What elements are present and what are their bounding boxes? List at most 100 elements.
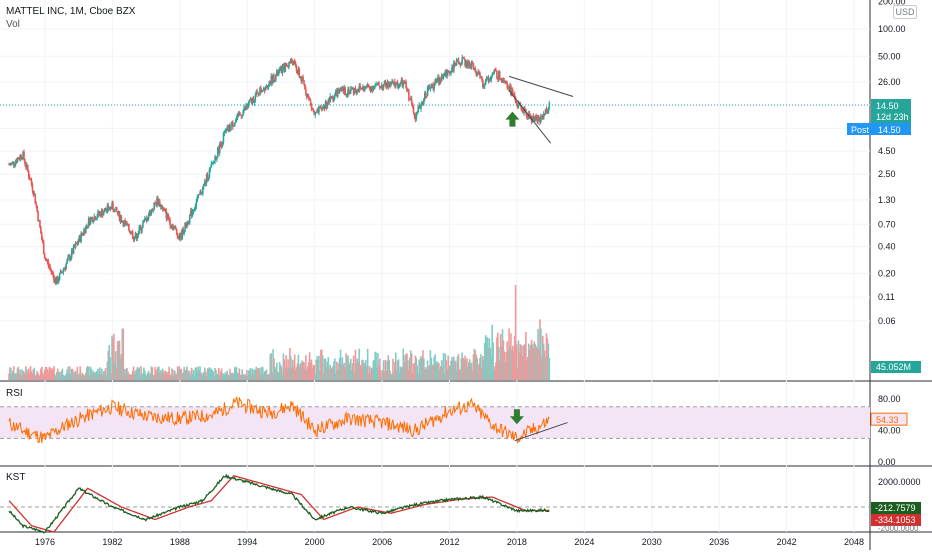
volume-bar [394,362,396,380]
candle [151,209,154,210]
volume-bar [244,374,246,380]
volume-bar [239,374,242,380]
candle [140,226,142,231]
candle [392,81,394,84]
kst-value-label: -212.7579 [875,503,916,513]
volume-bar [540,328,542,380]
currency-badge[interactable]: USD [893,5,917,19]
volume-bar [156,369,158,380]
rsi-label: RSI [6,388,23,399]
candle [348,89,350,94]
candle [328,99,331,102]
candle [187,222,189,225]
volume-bar [173,370,176,380]
volume-bar [322,373,325,380]
candle [99,212,101,215]
volume-bar [511,349,513,380]
volume-bar [430,358,433,380]
volume-bar [404,355,406,380]
volume-bar [261,366,263,380]
candle [386,81,389,89]
candle [367,84,370,87]
candle [482,80,484,88]
volume-bar [247,375,249,380]
candle [174,226,177,230]
candle [470,61,473,68]
volume-bar [93,372,96,380]
volume-bar [107,350,110,380]
candle [337,90,340,94]
candle [329,96,332,102]
volume-bar [456,356,459,380]
volume-bar [481,368,483,380]
volume-bar [104,368,107,380]
volume-bar [482,356,484,380]
candle [323,106,326,109]
volume-bar [167,371,170,380]
volume-bar [362,359,364,380]
volume-bar [347,355,349,380]
candle [448,71,450,74]
candle [62,269,65,273]
volume-bar [191,373,194,380]
candle [144,217,147,219]
candle [85,225,88,227]
candle [325,102,328,108]
volume-bar [426,360,429,380]
volume-bar [520,345,523,380]
candle [279,66,282,69]
volume-bar [364,360,367,380]
candle [356,90,359,93]
candle [168,218,170,220]
candle [194,206,197,210]
volume-bar [457,354,460,380]
volume-bar [95,371,97,380]
volume-bar [102,371,105,380]
candle [95,219,97,220]
volume-bar [529,345,532,380]
volume-bar [320,349,323,380]
candle [508,87,510,91]
volume-bar [217,373,219,380]
candle [291,61,294,65]
volume-bar [503,351,506,380]
candle [318,107,320,113]
volume-bar [314,374,317,380]
candle [280,66,283,74]
volume-bar [509,346,511,380]
volume-bar [484,335,487,380]
volume-bar [439,366,442,380]
candle [261,90,264,92]
candle [89,217,92,225]
candle [502,79,505,81]
volume-bar [309,362,312,380]
candle [85,225,87,234]
volume-bar [521,355,523,380]
candle [520,105,523,110]
volume-bar [256,369,258,380]
candle [286,65,288,67]
volume-bar [26,369,28,380]
up-arrow-icon [505,111,520,127]
volume-bar [515,344,518,380]
candle [201,193,203,195]
volume-bar [178,366,181,380]
volume-bar [275,369,277,380]
candle [55,277,58,285]
volume-bar [266,375,269,380]
candle [268,81,271,87]
volume-bar [311,368,314,380]
candle [46,260,49,262]
candle [155,203,157,206]
volume-bar [234,366,237,380]
candle [238,112,241,114]
volume-bar [374,351,376,380]
candle [413,112,416,117]
candle [121,221,124,222]
candle [152,209,155,211]
kst-value-tag [871,502,921,514]
volume-bar [427,367,430,380]
candle [512,93,515,95]
candle [125,222,127,224]
